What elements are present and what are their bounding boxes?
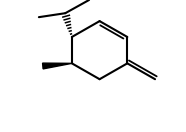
- Polygon shape: [43, 63, 72, 69]
